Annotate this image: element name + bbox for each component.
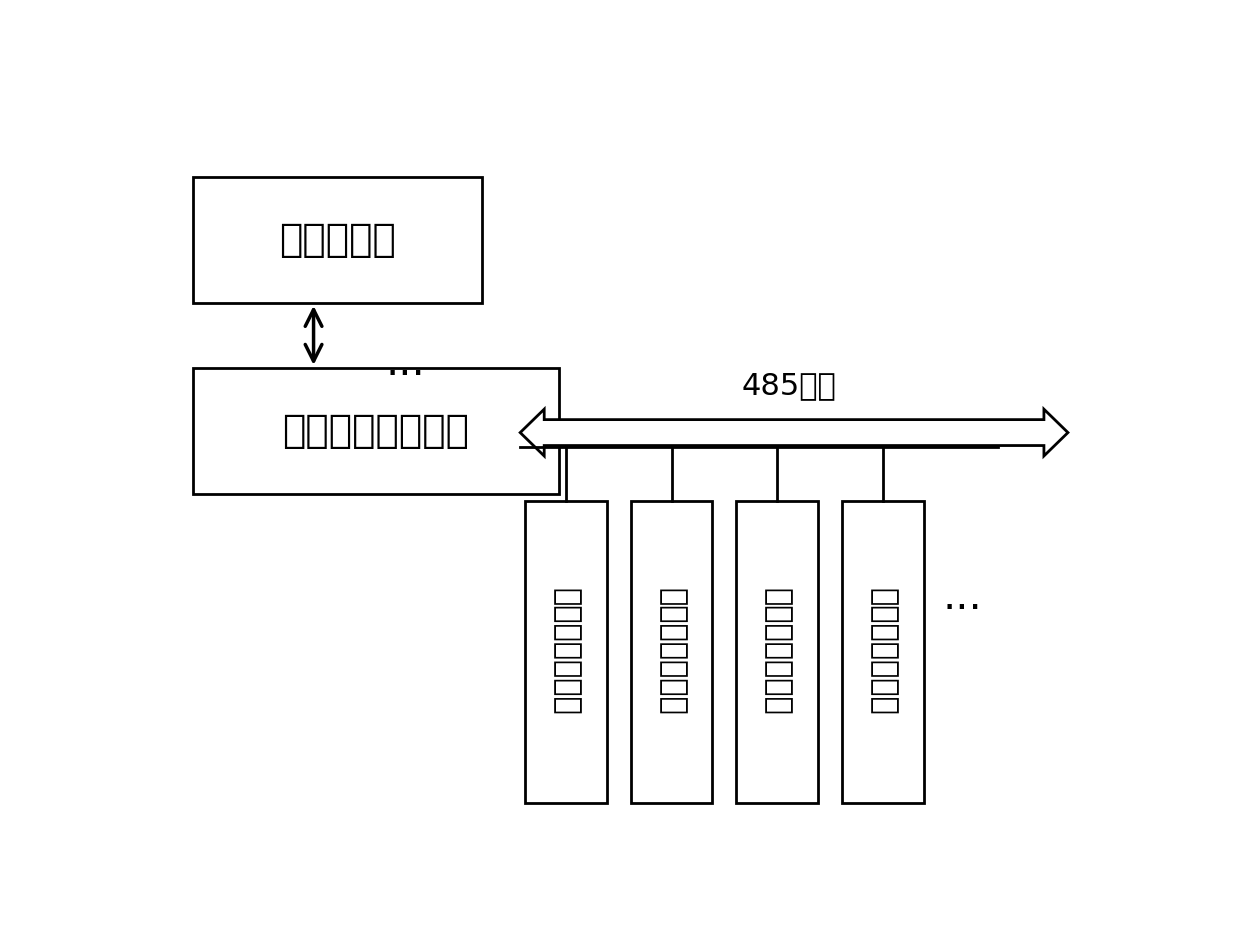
- Bar: [193, 177, 481, 303]
- Bar: [737, 501, 818, 803]
- Bar: [525, 501, 606, 803]
- Text: 数字化传感终端: 数字化传感终端: [657, 588, 686, 716]
- Bar: [631, 501, 712, 803]
- Polygon shape: [521, 410, 1068, 456]
- Text: 数据采集传输终端: 数据采集传输终端: [283, 411, 470, 450]
- Text: 数字化传感终端: 数字化传感终端: [552, 588, 580, 716]
- Text: 485总线: 485总线: [742, 371, 837, 400]
- Bar: [193, 367, 558, 494]
- Text: ···: ···: [942, 588, 982, 630]
- Text: ···: ···: [386, 354, 425, 396]
- Bar: [842, 501, 924, 803]
- Text: 数字化传感终端: 数字化传感终端: [763, 588, 792, 716]
- Text: 云端服务器: 云端服务器: [279, 221, 396, 259]
- Text: 数字化传感终端: 数字化传感终端: [868, 588, 898, 716]
